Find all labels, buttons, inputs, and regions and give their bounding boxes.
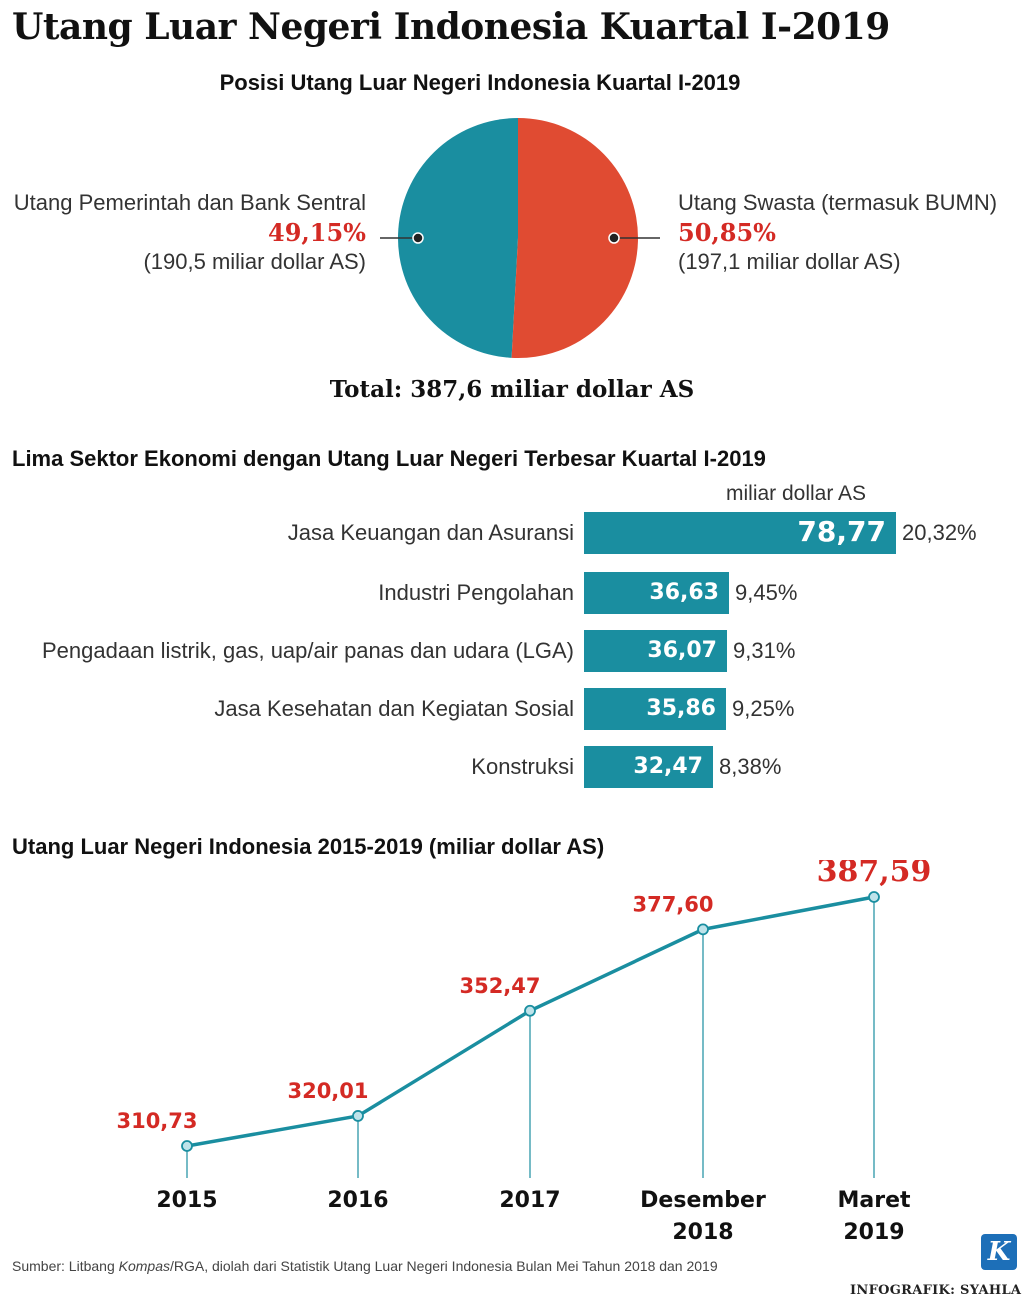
- bar-value-label: 35,86: [646, 696, 716, 721]
- bar-row: Konstruksi 32,47 8,38%: [0, 746, 1024, 790]
- bar-chart-title: Lima Sektor Ekonomi dengan Utang Luar Ne…: [12, 446, 766, 471]
- line-x-tick-label: 2015: [156, 1188, 217, 1213]
- bar-value-label: 32,47: [633, 754, 703, 779]
- source-text-after: /RGA, diolah dari Statistik Utang Luar N…: [169, 1258, 718, 1274]
- line-point: [352, 1110, 364, 1122]
- bar-category-label: Jasa Kesehatan dan Kegiatan Sosial: [214, 696, 574, 721]
- pie-label-right: Utang Swasta (termasuk BUMN) 50,85% (197…: [678, 190, 997, 275]
- line-chart-title: Utang Luar Negeri Indonesia 2015-2019 (m…: [12, 834, 605, 859]
- bar-row: Jasa Keuangan dan Asuransi 78,77 20,32%: [0, 512, 1024, 556]
- line-value-label: 320,01: [287, 1079, 368, 1103]
- bar-percent-label: 20,32%: [902, 520, 977, 545]
- pie-slice-name-private: Utang Swasta (termasuk BUMN): [678, 190, 998, 215]
- kompas-logo: K: [981, 1234, 1017, 1270]
- line-x-tick-label: 2016: [327, 1188, 388, 1213]
- bar-category-label: Jasa Keuangan dan Asuransi: [287, 520, 574, 545]
- bar-rect: 36,07: [584, 630, 727, 672]
- page-title: Utang Luar Negeri Indonesia Kuartal I-20…: [12, 6, 890, 48]
- bar-rect: 78,77: [584, 512, 896, 554]
- bar-rect: 36,63: [584, 572, 729, 614]
- bar-rect: 32,47: [584, 746, 713, 788]
- bar-chart-unit: miliar dollar AS: [726, 482, 867, 505]
- line-x-tick-label: Desember: [640, 1188, 766, 1213]
- line-x-tick-label: 2019: [843, 1220, 904, 1245]
- pie-total: Total: 387,6 miliar dollar AS: [329, 376, 695, 403]
- bar-percent-label: 9,25%: [732, 696, 795, 721]
- source-note: Sumber: Litbang Kompas/RGA, diolah dari …: [12, 1258, 718, 1274]
- bar-percent-label: 9,31%: [733, 638, 796, 663]
- pie-leader-dot-private: [608, 232, 620, 244]
- line-value-label: 387,59: [817, 860, 932, 889]
- bar-value-label: 78,77: [797, 515, 886, 548]
- line-point: [524, 1004, 536, 1017]
- line-x-tick-label: 2017: [499, 1188, 560, 1213]
- line-value-label: 310,73: [116, 1109, 197, 1133]
- pie-slice-amount-government: (190,5 miliar dollar AS): [143, 249, 366, 274]
- bar-percent-label: 8,38%: [719, 754, 782, 779]
- line-point: [181, 1140, 193, 1152]
- bar-row: Jasa Kesehatan dan Kegiatan Sosial 35,86 9…: [0, 688, 1024, 732]
- line-value-label: 352,47: [459, 974, 540, 998]
- line-x-tick-label: 2018: [672, 1220, 733, 1245]
- line-x-tick-label: Maret: [837, 1188, 911, 1213]
- bar-category-label: Konstruksi: [471, 754, 574, 779]
- bar-category-label: Industri Pengolahan: [378, 580, 574, 605]
- pie-label-left: Utang Pemerintah dan Bank Sentral 49,15%…: [14, 190, 366, 275]
- pie-slice-amount-private: (197,1 miliar dollar AS): [678, 249, 901, 274]
- pie-slice-private: [511, 118, 639, 358]
- bar-percent-label: 9,45%: [735, 580, 798, 605]
- infographic-credit: INFOGRAFIK: SYAHLA: [850, 1283, 1022, 1298]
- pie-slice-percent-government: 49,15%: [268, 218, 366, 247]
- bar-row: Pengadaan listrik, gas, uap/air panas da…: [0, 630, 1024, 674]
- bar-row: Industri Pengolahan 36,63 9,45%: [0, 572, 1024, 616]
- source-text-before: Sumber: Litbang: [12, 1258, 119, 1274]
- bar-category-label: Pengadaan listrik, gas, uap/air panas da…: [42, 638, 574, 663]
- line-point: [697, 923, 709, 936]
- pie-slice-percent-private: 50,85%: [678, 218, 776, 247]
- line-value-label: 377,60: [632, 892, 713, 916]
- line-chart: 310,73 320,01 352,47 377,60 387,59 2015 2016 20…: [116, 860, 932, 1245]
- pie-chart: [380, 118, 660, 358]
- bar-value-label: 36,63: [649, 580, 719, 605]
- pie-slice-government: [398, 118, 518, 358]
- bar-value-label: 36,07: [647, 638, 717, 663]
- pie-slice-name-government: Utang Pemerintah dan Bank Sentral: [13, 190, 366, 215]
- bar-rect: 35,86: [584, 688, 726, 730]
- pie-chart-title: Posisi Utang Luar Negeri Indonesia Kuart…: [219, 70, 741, 95]
- line-point: [868, 891, 880, 903]
- source-text-publication: Kompas: [118, 1258, 170, 1274]
- pie-leader-dot-government: [412, 232, 424, 244]
